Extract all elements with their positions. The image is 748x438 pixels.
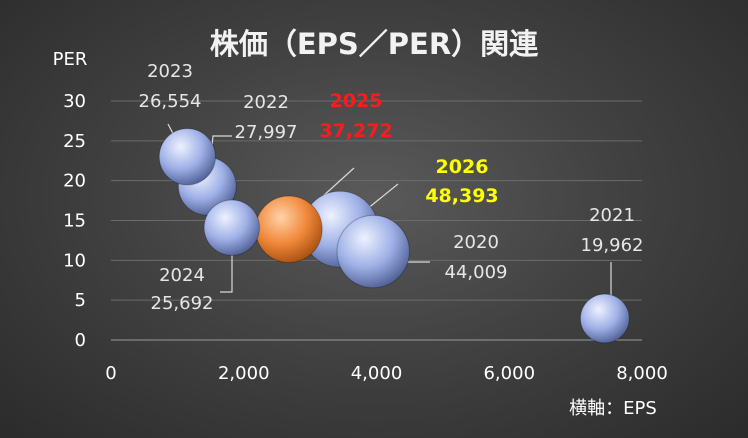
data-label-year-2024: 2024: [159, 265, 205, 286]
data-label-year-2023: 2023: [147, 61, 193, 82]
bubble-2024: [203, 199, 261, 256]
y-tick-label: 5: [75, 290, 86, 311]
data-label-year-2022: 2022: [243, 92, 289, 113]
x-axis-title: 横軸：EPS: [569, 398, 657, 419]
data-label-year-2020: 2020: [453, 232, 499, 253]
data-label-price-2024: 25,692: [151, 293, 214, 314]
x-tick-label: 4,000: [351, 363, 403, 384]
y-tick-label: 0: [75, 330, 86, 351]
x-tick-label: 6,000: [483, 363, 535, 384]
y-tick-labels: 0 5 10 15 20 25 30: [63, 91, 86, 351]
data-label-year-2021: 2021: [589, 205, 635, 226]
bubble-2020: [336, 214, 410, 289]
data-label-price-2023: 26,554: [139, 91, 202, 112]
bubble-2025: [255, 195, 323, 264]
bubble-2023: [158, 128, 216, 186]
y-tick-label: 30: [63, 91, 86, 112]
x-tick-label: 2,000: [218, 363, 270, 384]
chart-title: 株価（EPS／PER）関連: [210, 27, 539, 61]
y-tick-label: 15: [63, 211, 86, 232]
bubbles: [158, 128, 630, 344]
y-tick-label: 25: [63, 131, 86, 152]
x-tick-label: 8,000: [616, 363, 668, 384]
data-label-price-2021: 19,962: [581, 235, 644, 256]
data-label-price-2022: 27,997: [235, 122, 298, 143]
x-tick-labels: 0 2,000 4,000 6,000 8,000: [105, 363, 667, 384]
data-label-price-2026: 48,393: [425, 185, 498, 207]
data-label-price-2025: 37,272: [319, 120, 392, 142]
bubble-2021: [579, 293, 630, 344]
y-axis-title: PER: [53, 49, 88, 70]
data-label-year-2025: 2025: [330, 90, 383, 112]
data-label-year-2026: 2026: [436, 156, 489, 178]
y-tick-label: 10: [63, 250, 86, 271]
data-label-price-2020: 44,009: [445, 262, 508, 283]
data-labels: 2020 44,009 2021 19,962 2022 27,997 2023 26,554…: [139, 61, 644, 314]
x-tick-label: 0: [105, 363, 116, 384]
y-tick-label: 20: [63, 171, 86, 192]
